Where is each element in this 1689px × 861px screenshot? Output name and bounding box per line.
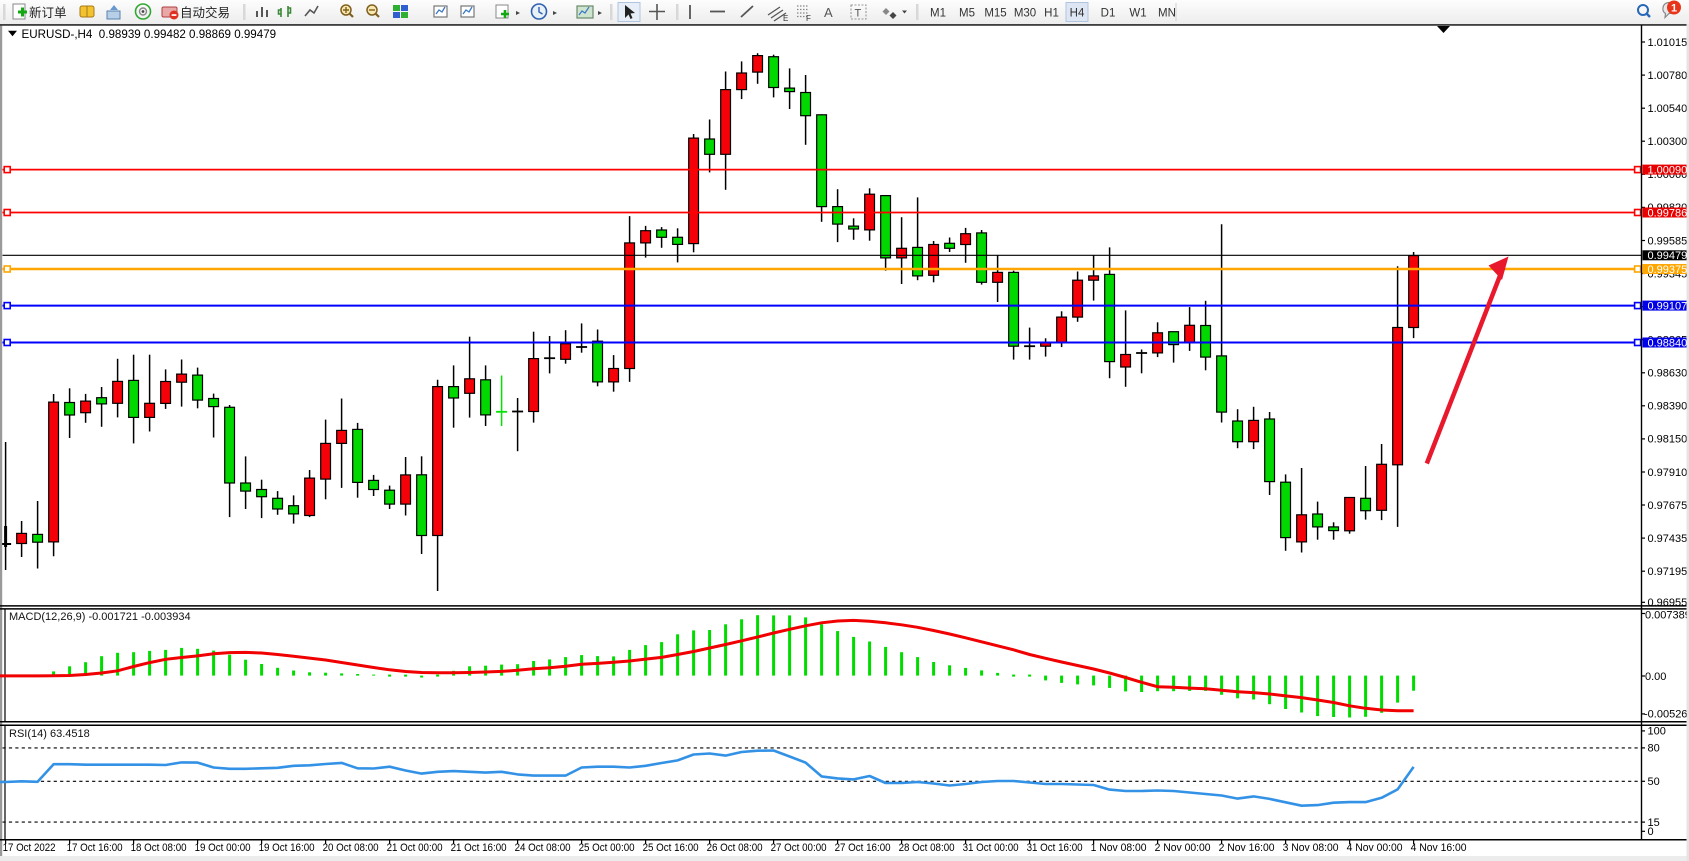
svg-text:E: E (783, 14, 788, 23)
svg-text:0.00: 0.00 (1645, 671, 1666, 683)
svg-text:80: 80 (1648, 743, 1660, 755)
svg-text:1.00090: 1.00090 (1648, 164, 1688, 176)
svg-text:0.98840: 0.98840 (1648, 337, 1688, 349)
svg-text:0.99585: 0.99585 (1648, 235, 1688, 247)
svg-text:0: 0 (1648, 826, 1654, 838)
svg-text:M1: M1 (930, 8, 946, 20)
svg-text:M30: M30 (1014, 8, 1036, 20)
svg-text:1.01015: 1.01015 (1648, 37, 1688, 49)
svg-text:0.007389: 0.007389 (1645, 609, 1689, 621)
svg-text:3 Nov 08:00: 3 Nov 08:00 (1283, 842, 1339, 854)
svg-text:H1: H1 (1044, 8, 1059, 20)
svg-text:19 Oct 16:00: 19 Oct 16:00 (259, 842, 315, 854)
svg-text:H4: H4 (1070, 8, 1085, 20)
svg-text:0.98630: 0.98630 (1648, 368, 1688, 380)
svg-text:0.97675: 0.97675 (1648, 500, 1688, 512)
svg-text:31 Oct 16:00: 31 Oct 16:00 (1027, 842, 1083, 854)
svg-text:17 Oct 16:00: 17 Oct 16:00 (67, 842, 123, 854)
svg-text:15: 15 (1648, 817, 1660, 829)
svg-text:0.97910: 0.97910 (1648, 467, 1688, 479)
svg-text:24 Oct 08:00: 24 Oct 08:00 (515, 842, 571, 854)
svg-text:28 Oct 08:00: 28 Oct 08:00 (899, 842, 955, 854)
svg-text:1.00300: 1.00300 (1648, 136, 1688, 148)
svg-text:自动交易: 自动交易 (180, 5, 230, 20)
svg-text:F: F (806, 14, 811, 23)
svg-text:50: 50 (1648, 776, 1660, 788)
svg-text:0.99479: 0.99479 (1648, 250, 1688, 262)
svg-text:EURUSD-,H4 0.98939 0.99482 0.: EURUSD-,H4 0.98939 0.99482 0.98869 0.994… (22, 28, 277, 41)
svg-text:4 Nov 16:00: 4 Nov 16:00 (1411, 842, 1467, 854)
svg-text:T: T (855, 8, 862, 20)
svg-text:21 Oct 00:00: 21 Oct 00:00 (387, 842, 443, 854)
svg-text:W1: W1 (1129, 8, 1146, 20)
svg-text:1 Nov 08:00: 1 Nov 08:00 (1091, 842, 1147, 854)
svg-text:20 Oct 08:00: 20 Oct 08:00 (323, 842, 379, 854)
svg-text:-0.005269: -0.005269 (1644, 709, 1689, 721)
svg-text:4 Nov 00:00: 4 Nov 00:00 (1347, 842, 1403, 854)
svg-text:M15: M15 (984, 8, 1006, 20)
svg-text:2 Nov 16:00: 2 Nov 16:00 (1219, 842, 1275, 854)
svg-text:18 Oct 08:00: 18 Oct 08:00 (131, 842, 187, 854)
svg-text:27 Oct 00:00: 27 Oct 00:00 (771, 842, 827, 854)
svg-text:0.96955: 0.96955 (1648, 597, 1688, 609)
svg-text:31 Oct 00:00: 31 Oct 00:00 (963, 842, 1019, 854)
svg-text:0.97435: 0.97435 (1648, 533, 1688, 545)
svg-text:RSI(14) 63.4518: RSI(14) 63.4518 (9, 728, 90, 740)
svg-text:MACD(12,26,9) -0.001721 -0.003: MACD(12,26,9) -0.001721 -0.003934 (9, 611, 191, 623)
svg-text:21 Oct 16:00: 21 Oct 16:00 (451, 842, 507, 854)
svg-text:M5: M5 (959, 8, 975, 20)
svg-text:17 Oct 2022: 17 Oct 2022 (3, 842, 56, 854)
svg-text:新订单: 新订单 (29, 5, 67, 20)
svg-text:1.00540: 1.00540 (1648, 103, 1688, 115)
svg-text:0.97195: 0.97195 (1648, 566, 1688, 578)
svg-text:0.99375: 0.99375 (1648, 264, 1688, 276)
svg-text:1.00780: 1.00780 (1648, 70, 1688, 82)
svg-text:0.99786: 0.99786 (1648, 207, 1688, 219)
svg-text:100: 100 (1648, 726, 1666, 738)
svg-text:D1: D1 (1101, 8, 1116, 20)
svg-text:26 Oct 08:00: 26 Oct 08:00 (707, 842, 763, 854)
svg-text:0.99107: 0.99107 (1648, 300, 1688, 312)
svg-text:2 Nov 00:00: 2 Nov 00:00 (1155, 842, 1211, 854)
svg-text:MN: MN (1158, 8, 1176, 20)
svg-text:25 Oct 16:00: 25 Oct 16:00 (643, 842, 699, 854)
svg-text:27 Oct 16:00: 27 Oct 16:00 (835, 842, 891, 854)
svg-text:A: A (824, 5, 833, 20)
svg-text:25 Oct 00:00: 25 Oct 00:00 (579, 842, 635, 854)
svg-text:0.98150: 0.98150 (1648, 434, 1688, 446)
svg-text:1: 1 (1671, 3, 1677, 15)
svg-text:0.98390: 0.98390 (1648, 401, 1688, 413)
svg-text:19 Oct 00:00: 19 Oct 00:00 (195, 842, 251, 854)
